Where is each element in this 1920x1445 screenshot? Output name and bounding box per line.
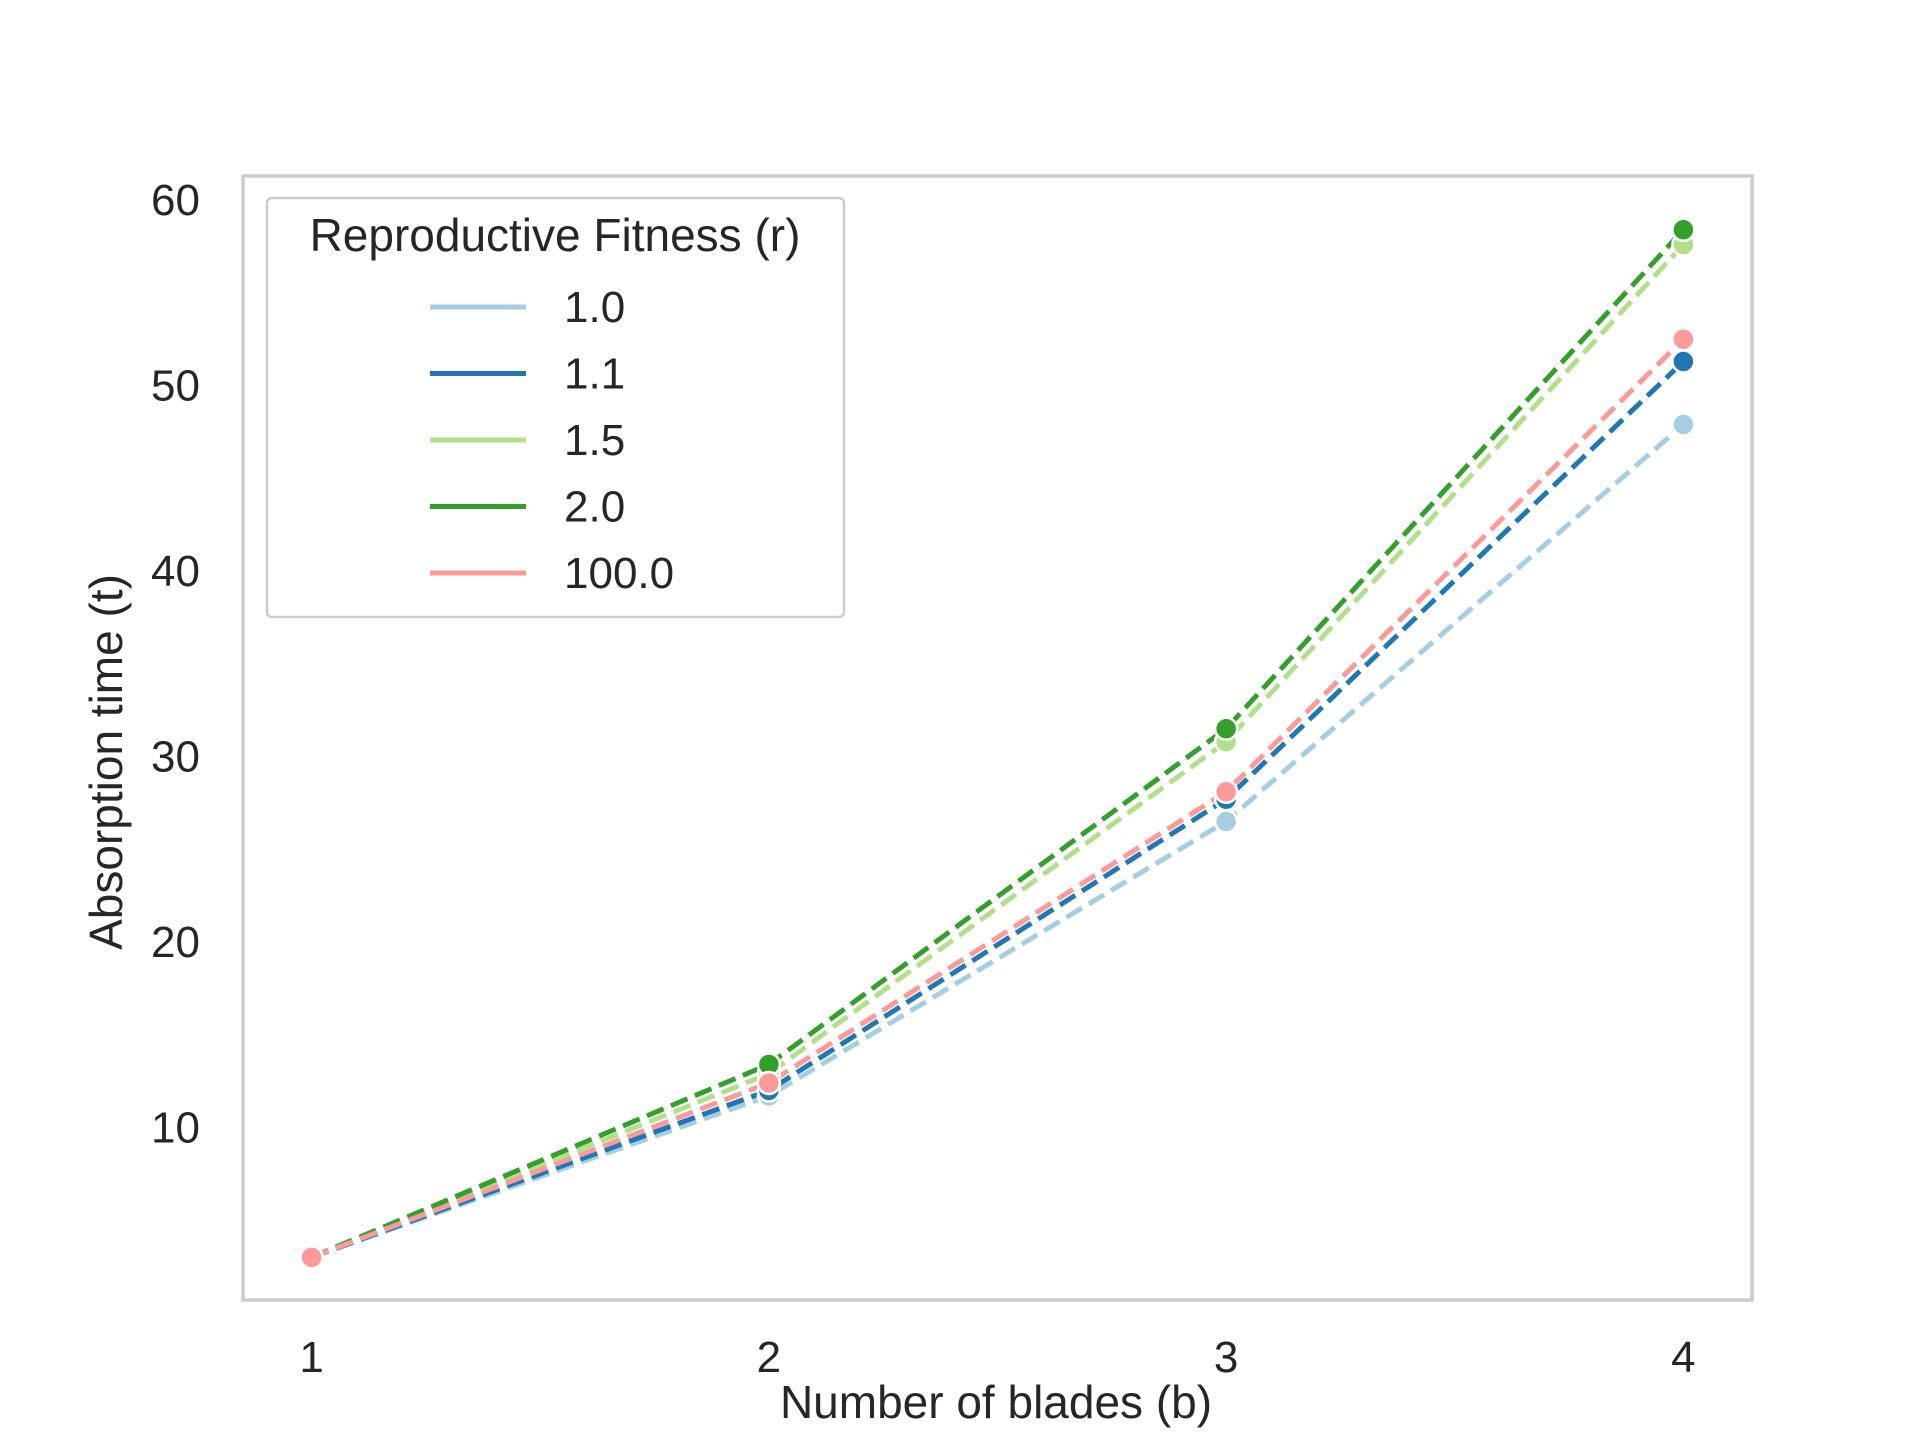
data-point-1.1	[1671, 349, 1696, 374]
y-tick-label: 20	[151, 918, 200, 967]
legend-label: 2.0	[564, 483, 625, 532]
series-line-1.0	[310, 422, 1686, 1260]
legend-label: 1.0	[564, 283, 625, 332]
x-tick-label: 2	[757, 1333, 781, 1382]
x-axis-label: Number of blades (b)	[780, 1376, 1212, 1428]
legend: Reproductive Fitness (r) 1.0 1.1 1.5 2.0 100…	[265, 196, 846, 619]
series-line-2.0	[310, 228, 1686, 1260]
series-line-1.5	[310, 242, 1686, 1260]
data-point-2.0	[1671, 217, 1696, 243]
x-tick-label: 4	[1671, 1333, 1695, 1382]
data-point-1.0	[1213, 809, 1239, 834]
legend-title: Reproductive Fitness (r)	[310, 209, 801, 261]
data-point-2.0	[1213, 716, 1239, 741]
data-point-100.0	[1213, 779, 1239, 805]
data-point-100.0	[1671, 326, 1696, 352]
x-tick-label: 1	[299, 1333, 323, 1382]
y-tick-label: 40	[151, 547, 200, 596]
y-axis-label: Absorption time (t)	[80, 574, 132, 950]
data-point-100.0	[756, 1070, 782, 1096]
series-line-1.1	[310, 359, 1686, 1260]
y-tick-label: 10	[151, 1104, 200, 1153]
series-layer	[299, 217, 1696, 1270]
data-point-100.0	[299, 1245, 324, 1270]
y-tick-label: 50	[151, 362, 200, 411]
legend-label: 100.0	[564, 549, 674, 598]
data-point-1.0	[1671, 412, 1696, 437]
legend-frame	[265, 196, 846, 619]
legend-label: 1.5	[564, 416, 625, 465]
y-tick-label: 60	[151, 176, 200, 225]
axes-layer: 1 2 3 4 10 20 30 40 50 60	[151, 176, 1696, 1382]
series-line-100.0	[310, 337, 1686, 1260]
x-tick-label: 3	[1214, 1333, 1238, 1382]
legend-label: 1.1	[564, 350, 625, 399]
y-tick-label: 30	[151, 733, 200, 782]
